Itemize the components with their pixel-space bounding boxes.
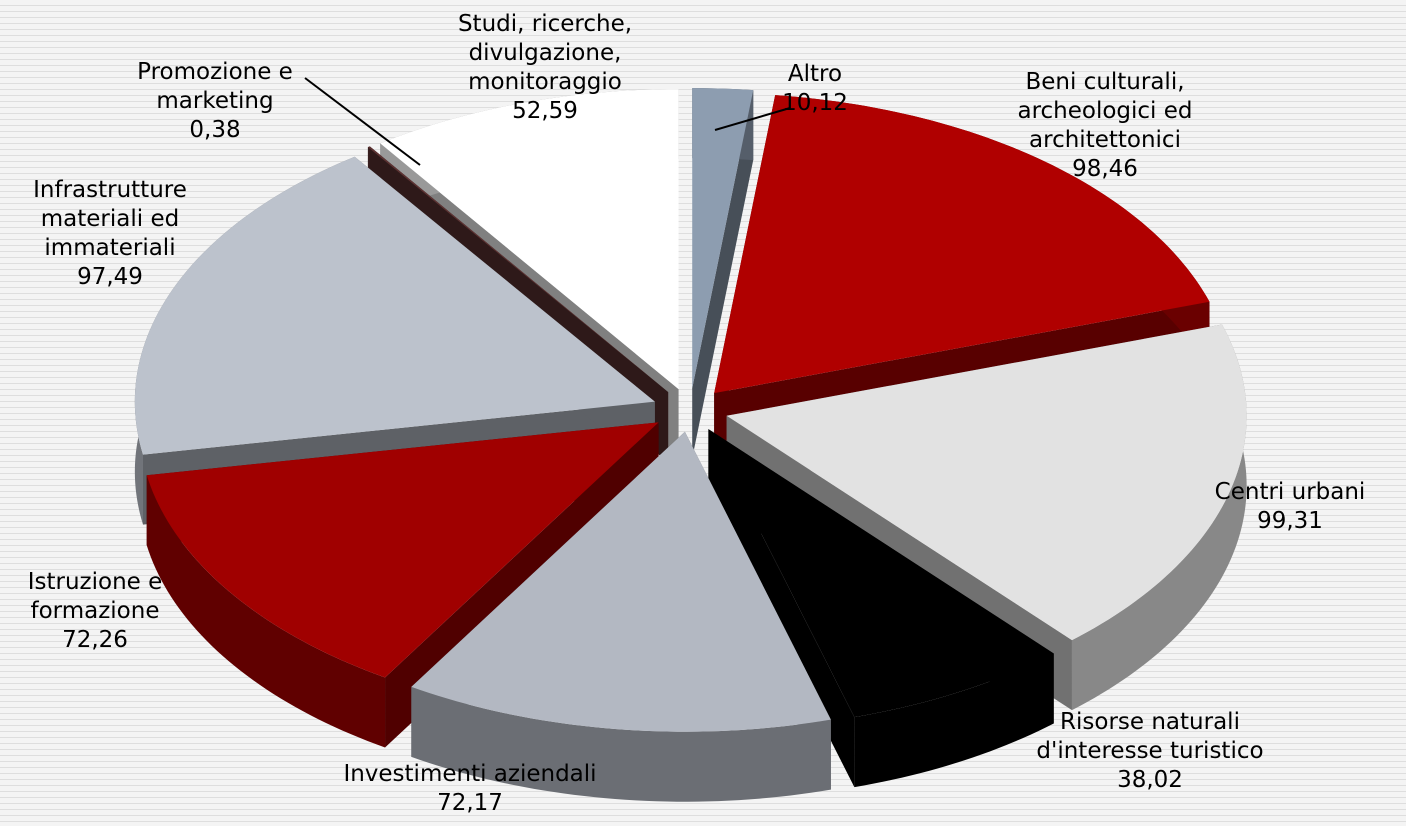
slice-side [146, 475, 386, 748]
slice-label: Investimenti aziendali 72,17 [305, 760, 635, 818]
slice-top [692, 88, 754, 389]
value-label: 97,49 [77, 264, 143, 290]
slice-label: Studi, ricerche, divulgazione, monitorag… [430, 10, 660, 126]
category-label: Promozione e marketing [137, 59, 293, 114]
slice-top [134, 156, 655, 455]
slice-top [411, 431, 831, 732]
slices [134, 88, 1247, 802]
slice-top [380, 89, 679, 390]
slice-top [726, 324, 1247, 641]
category-label: Istruzione e formazione [27, 569, 163, 624]
slice-side [411, 686, 831, 802]
category-label: Risorse naturali d'interesse turistico [1036, 709, 1264, 764]
slice-top [708, 429, 1054, 718]
category-label: Centri urbani [1214, 479, 1366, 505]
category-label: Infrastrutture materiali ed immateriali [33, 177, 187, 261]
slice [411, 431, 831, 802]
category-label: Investimenti aziendali [343, 761, 597, 787]
value-label: 10,12 [782, 90, 848, 116]
slice-label: Centri urbani 99,31 [1210, 478, 1370, 536]
slice-side [854, 653, 1054, 788]
value-label: 0,38 [189, 117, 241, 143]
slice-label: Istruzione e formazione 72,26 [0, 568, 190, 655]
slice-label: Infrastrutture materiali ed immateriali 9… [5, 176, 215, 292]
slice-top [367, 146, 669, 393]
value-label: 98,46 [1072, 156, 1138, 182]
category-label: Studi, ricerche, divulgazione, monitorag… [457, 11, 633, 95]
slice-label: Promozione e marketing 0,38 [115, 58, 315, 145]
value-label: 38,02 [1117, 767, 1183, 793]
slice-label: Beni culturali, archeologici ed architet… [985, 68, 1225, 184]
value-label: 72,17 [437, 790, 503, 816]
leader-line [714, 107, 791, 131]
category-label: Beni culturali, archeologici ed architet… [1017, 69, 1193, 153]
category-label: Altro [787, 61, 843, 87]
slice-top [146, 422, 659, 678]
slice-top [714, 95, 1210, 394]
slice-label: Risorse naturali d'interesse turistico 38… [995, 708, 1305, 795]
value-label: 72,26 [62, 627, 128, 653]
value-label: 52,59 [512, 98, 578, 124]
slice-label: Altro 10,12 [750, 60, 880, 118]
leader-line [304, 77, 421, 166]
slice [692, 88, 754, 459]
value-label: 99,31 [1257, 508, 1323, 534]
slice-wall [692, 90, 754, 459]
